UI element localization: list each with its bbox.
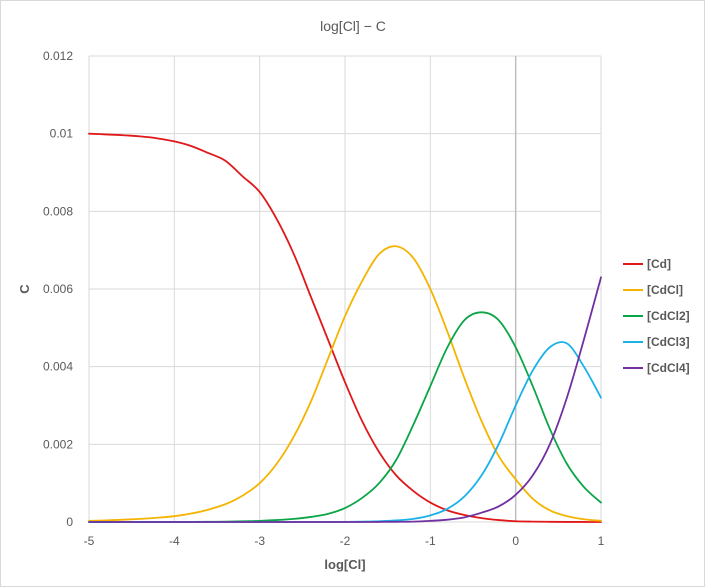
x-tick-label: -4 [169,534,180,548]
x-tick-label: -3 [254,534,265,548]
y-axis-title: C [17,284,32,294]
x-tick-label: 1 [598,534,605,548]
grid [88,55,602,523]
y-tick-label: 0.002 [43,437,73,451]
tick-labels: 0 0.002 0.004 0.006 0.008 0.01 0.012 -5 -4 -3 -2 -1… [43,49,605,548]
legend-label: [CdCl3] [647,335,690,349]
x-tick-label: -5 [84,534,95,548]
x-axis-title: log[Cl] [324,557,365,572]
legend-label: [CdCl4] [647,361,690,375]
legend-item: [Cd] [623,257,671,271]
series-line-1 [88,245,602,522]
legend-label: [CdCl] [647,283,683,297]
legend: [Cd] [CdCl] [CdCl2] [CdCl3] [CdCl4] [623,257,690,375]
y-tick-label: 0.01 [50,127,74,141]
x-tick-label: -2 [340,534,351,548]
legend-label: [Cd] [647,257,671,271]
legend-item: [CdCl4] [623,361,690,375]
y-tick-label: 0.004 [43,360,73,374]
y-tick-label: 0.008 [43,204,73,218]
y-tick-label: 0.012 [43,49,73,63]
series-line-0 [88,132,602,523]
x-tick-label: 0 [512,534,519,548]
y-tick-label: 0 [66,515,73,529]
legend-item: [CdCl] [623,283,683,297]
legend-label: [CdCl2] [647,309,690,323]
legend-item: [CdCl3] [623,335,690,349]
series-layer [88,132,602,523]
x-tick-label: -1 [425,534,436,548]
series-line-4 [88,276,602,523]
chart-title: log[Cl] − C [320,18,386,34]
legend-item: [CdCl2] [623,309,690,323]
y-tick-label: 0.006 [43,282,73,296]
